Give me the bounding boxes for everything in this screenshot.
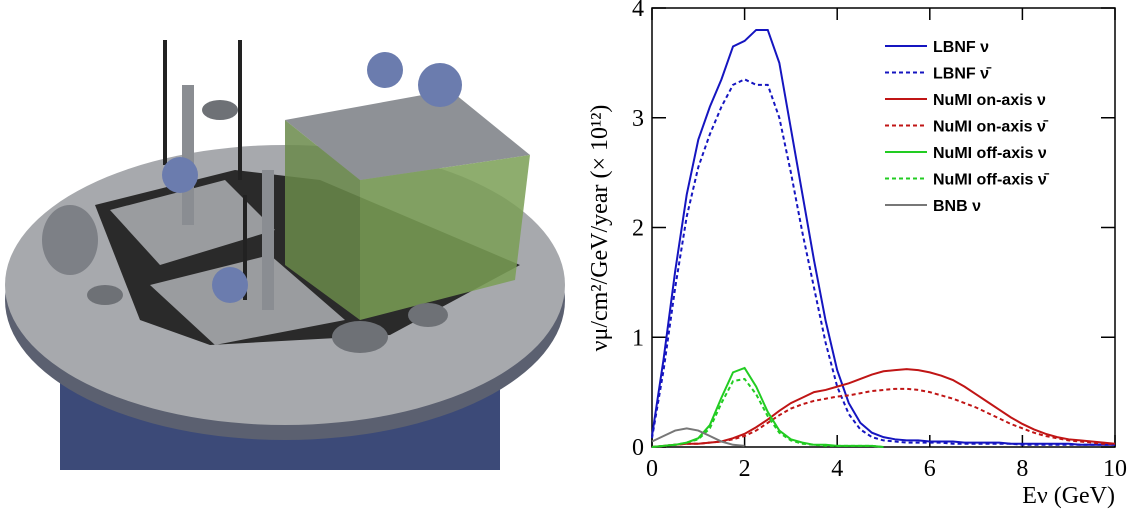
series-line: [652, 368, 884, 447]
x-tick-label: 0: [646, 456, 658, 482]
legend-label: NuMI on-axis ν: [933, 92, 1046, 109]
y-tick-label: 2: [632, 216, 644, 242]
legend-label: NuMI off-axis ν̄: [933, 172, 1050, 189]
legend-label: NuMI off-axis ν: [933, 145, 1047, 162]
x-tick-label: 4: [831, 456, 843, 482]
plot-frame: [652, 8, 1115, 447]
figure: Eν (GeV) νμ/cm²/GeV/year (× 10¹²) 0 2 4 6 8 1…: [0, 0, 1140, 516]
y-tick-label: 1: [632, 325, 644, 351]
plot-area: 0 2 4 6 8 10 0 1 2 3 4 LBNF ν LBNF ν̄ NuMI on-axis ν N…: [632, 0, 1127, 482]
detector-render: [0, 40, 565, 470]
legend-label: LBNF ν: [933, 39, 989, 56]
chart: Eν (GeV) νμ/cm²/GeV/year (× 10¹²) 0 2 4 6 8 1…: [0, 0, 1140, 516]
x-tick-label: 10: [1103, 456, 1127, 482]
x-tick-label: 8: [1016, 456, 1028, 482]
legend-label: LBNF ν̄: [933, 66, 992, 83]
y-tick-label: 0: [632, 435, 644, 461]
legend-label: BNB ν: [933, 198, 981, 215]
y-axis-label: νμ/cm²/GeV/year (× 10¹²): [587, 105, 613, 352]
x-tick-label: 6: [924, 456, 936, 482]
x-tick-label: 2: [739, 456, 751, 482]
legend-label: NuMI on-axis ν̄: [933, 119, 1049, 136]
series-line: [652, 369, 1115, 447]
x-axis-label: Eν (GeV): [1022, 483, 1115, 509]
y-tick-label: 3: [632, 106, 644, 132]
y-tick-label: 4: [632, 0, 644, 22]
